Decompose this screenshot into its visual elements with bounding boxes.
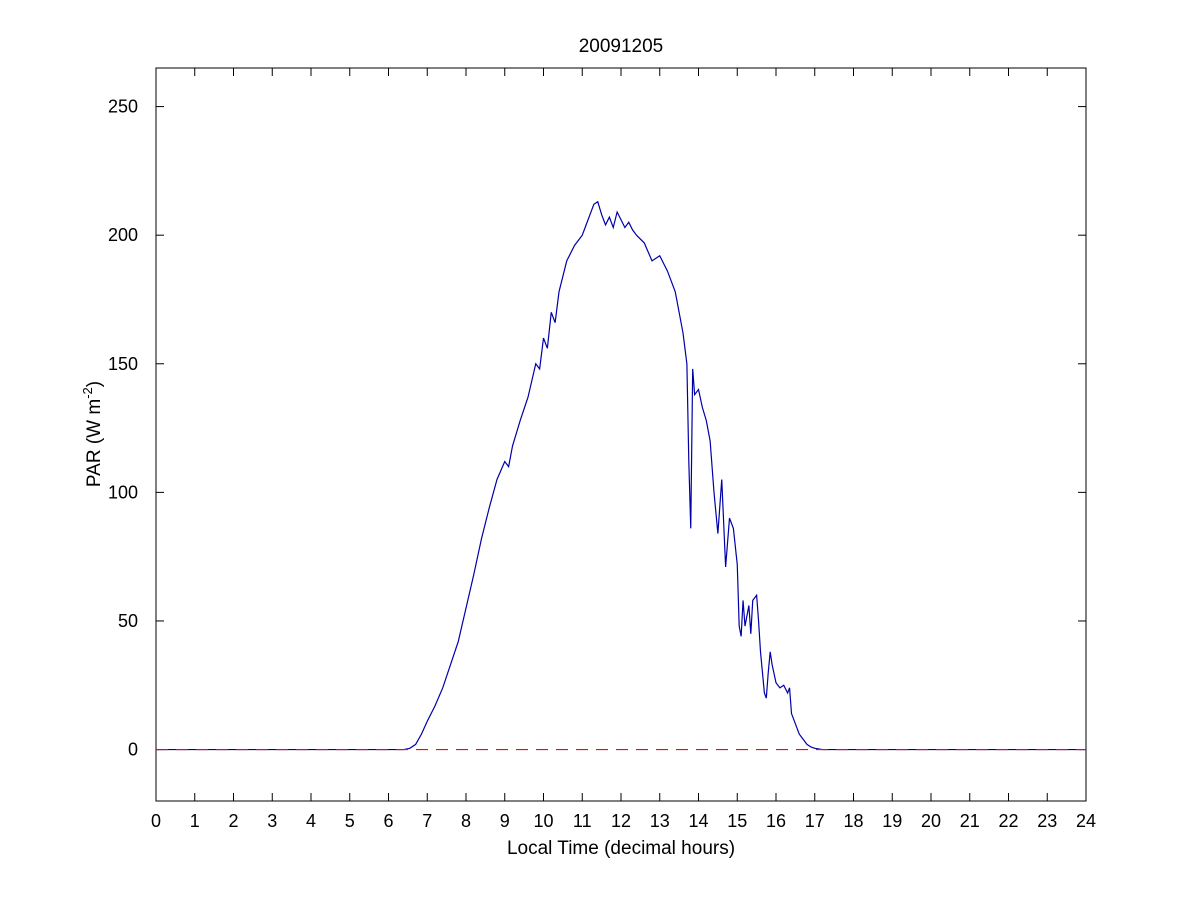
x-tick-label: 14 xyxy=(688,811,708,831)
x-tick-label: 20 xyxy=(921,811,941,831)
y-axis-label-suffix: ) xyxy=(84,381,105,387)
x-tick-label: 5 xyxy=(345,811,355,831)
x-tick-label: 19 xyxy=(882,811,902,831)
x-tick-label: 2 xyxy=(228,811,238,831)
y-axis-label-superscript: -2 xyxy=(80,387,95,399)
x-tick-label: 13 xyxy=(650,811,670,831)
y-tick-label: 150 xyxy=(108,354,138,374)
x-tick-label: 24 xyxy=(1076,811,1096,831)
y-tick-label: 100 xyxy=(108,482,138,502)
y-tick-label: 200 xyxy=(108,225,138,245)
x-tick-label: 0 xyxy=(151,811,161,831)
y-tick-label: 0 xyxy=(128,740,138,760)
x-tick-label: 16 xyxy=(766,811,786,831)
x-tick-label: 12 xyxy=(611,811,631,831)
x-tick-label: 6 xyxy=(383,811,393,831)
x-tick-label: 7 xyxy=(422,811,432,831)
x-tick-label: 8 xyxy=(461,811,471,831)
x-axis-label: Local Time (decimal hours) xyxy=(507,838,735,859)
x-tick-label: 10 xyxy=(533,811,553,831)
x-tick-label: 4 xyxy=(306,811,316,831)
x-tick-label: 9 xyxy=(500,811,510,831)
y-tick-label: 50 xyxy=(118,611,138,631)
plot-area xyxy=(155,67,1087,802)
y-tick-label: 250 xyxy=(108,97,138,117)
x-tick-label: 18 xyxy=(843,811,863,831)
x-tick-labels: 0 1 2 3 4 5 6 7 8 9 10 11 12 13 14 15 16 17 18 19 20 21 22 23 24 xyxy=(151,811,1096,831)
y-axis-label: PAR (W m-2) xyxy=(80,381,105,487)
x-tick-label: 17 xyxy=(805,811,825,831)
x-tick-label: 21 xyxy=(960,811,980,831)
x-tick-label: 11 xyxy=(573,811,592,831)
x-tick-label: 22 xyxy=(998,811,1018,831)
x-tick-label: 15 xyxy=(727,811,747,831)
series-layer xyxy=(156,200,1086,751)
x-tick-label: 23 xyxy=(1037,811,1057,831)
y-tick-labels: 0 50 100 150 200 250 xyxy=(108,97,138,760)
axis-ticks xyxy=(155,68,1087,801)
x-tick-label: 3 xyxy=(267,811,277,831)
x-tick-label: 1 xyxy=(190,811,200,831)
y-axis-label-prefix: PAR (W m xyxy=(84,399,105,487)
chart-title: 20091205 xyxy=(579,36,664,57)
par-series-line xyxy=(156,200,1086,751)
